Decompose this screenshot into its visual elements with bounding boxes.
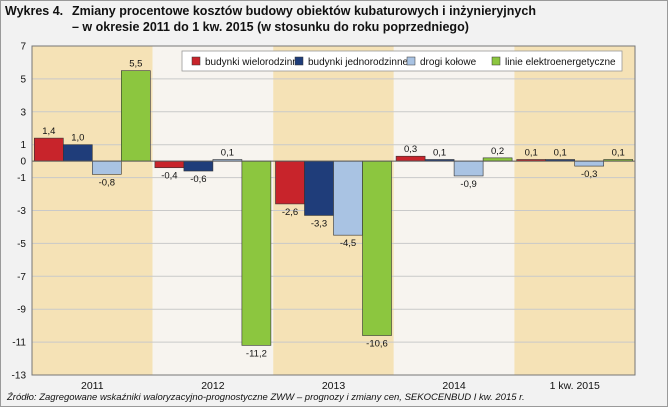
data-label: -3,3	[311, 218, 327, 229]
y-tick-label: 0	[20, 157, 26, 168]
data-label: -0,3	[581, 169, 597, 180]
plot-border	[31, 45, 636, 376]
y-tick-label: 5	[20, 74, 26, 85]
legend-item: budynki wielorodzinne	[205, 57, 304, 68]
bar	[453, 160, 484, 177]
y-tick-label: -9	[17, 305, 26, 316]
data-label: 0,1	[433, 148, 446, 159]
x-tick-label: 2011	[81, 380, 104, 392]
x-tick-label: 1 kw. 2015	[550, 380, 600, 392]
data-label: 0,1	[221, 148, 234, 159]
y-tick-label: -3	[17, 206, 26, 217]
bar	[395, 155, 426, 162]
y-tick-label: 7	[20, 42, 26, 53]
legend-swatch	[294, 56, 304, 66]
legend-swatch	[191, 56, 201, 66]
data-label: 0,1	[554, 148, 567, 159]
y-tick-label: -5	[17, 239, 26, 250]
data-label: -10,6	[366, 339, 388, 350]
bar	[33, 137, 64, 162]
data-label: 5,5	[129, 59, 142, 70]
legend	[181, 50, 623, 72]
bar	[62, 144, 93, 162]
y-tick-label: -13	[12, 371, 27, 382]
bar	[154, 160, 185, 169]
data-label: -0,9	[460, 179, 476, 190]
legend-swatch	[406, 56, 416, 66]
bar	[241, 160, 272, 346]
data-label: 0,1	[612, 148, 625, 159]
x-tick-label: 2014	[442, 380, 466, 392]
legend-item: budynki jednorodzinne	[308, 57, 409, 68]
data-label: 0,3	[404, 144, 417, 155]
bar	[275, 160, 305, 205]
data-label: 1,4	[42, 126, 55, 137]
y-tick-label: 3	[20, 107, 26, 118]
data-label: 1,0	[71, 133, 84, 144]
x-tick-label: 2012	[201, 380, 225, 392]
data-label: -2,6	[282, 207, 298, 218]
source-note: Źródło: Zagregowane wskaźniki waloryzacy…	[7, 392, 525, 403]
data-label: -0,8	[99, 177, 115, 188]
y-tick-label: -1	[17, 173, 26, 184]
legend-swatch	[491, 56, 501, 66]
data-label: 0,2	[491, 146, 504, 157]
chart-subtitle: – w okresie 2011 do 1 kw. 2015 (w stosun…	[72, 20, 469, 34]
data-label: -0,6	[190, 174, 206, 185]
bar	[183, 160, 214, 172]
chart-title: Zmiany procentowe kosztów budowy obiektó…	[72, 4, 536, 18]
data-label: 0,1	[525, 148, 538, 159]
data-label: -0,4	[161, 171, 177, 182]
bar	[121, 70, 151, 162]
bar	[92, 160, 122, 175]
legend-item: linie elektroenergetyczne	[505, 57, 616, 68]
figure-label: Wykres 4.	[5, 4, 64, 18]
y-tick-label: 1	[20, 140, 26, 151]
bar	[362, 160, 392, 336]
bar	[574, 160, 605, 167]
data-label: -11,2	[246, 348, 267, 359]
data-label: -4,5	[340, 238, 356, 249]
x-tick-label: 2013	[322, 380, 346, 392]
bar	[304, 160, 334, 216]
legend-item: drogi kołowe	[420, 57, 477, 68]
bar	[333, 160, 363, 236]
y-tick-label: -7	[17, 272, 26, 283]
y-tick-label: -11	[12, 338, 26, 349]
